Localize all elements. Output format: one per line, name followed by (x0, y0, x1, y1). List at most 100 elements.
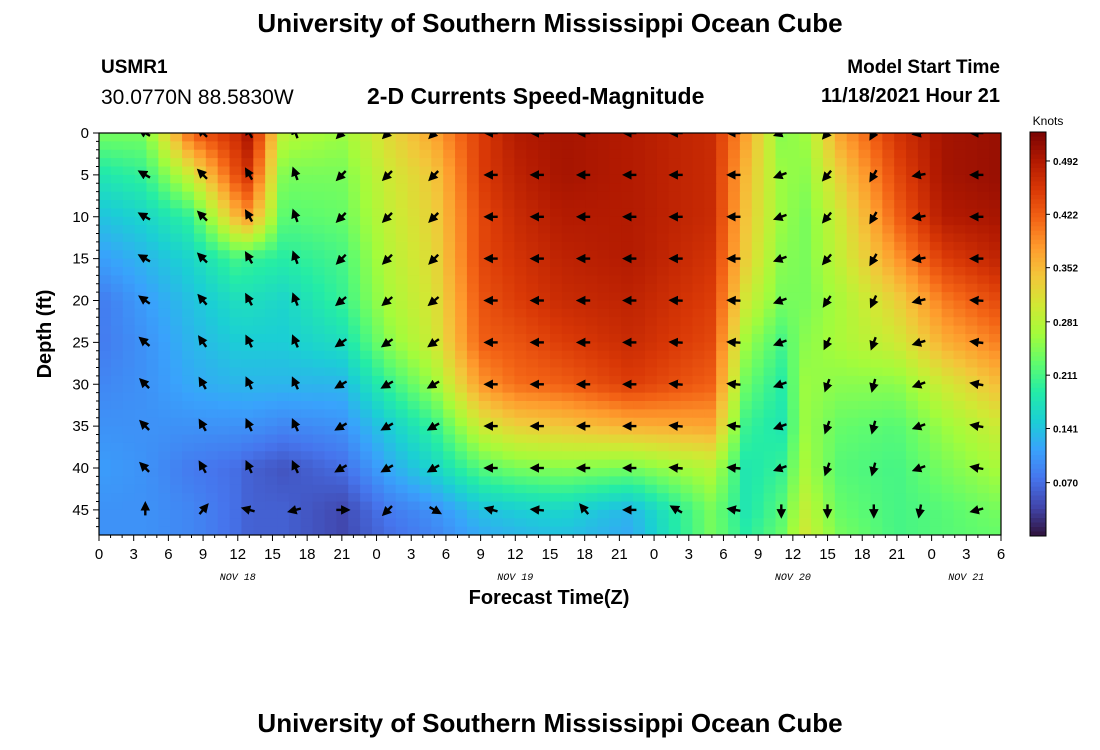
heat-cell (229, 267, 243, 276)
heat-cell (989, 509, 1001, 519)
heat-cell (312, 526, 326, 535)
heat-cell (312, 141, 326, 151)
heat-cell (526, 141, 539, 151)
heat-cell (526, 468, 539, 477)
heat-cell (253, 401, 266, 410)
heat-cell (977, 334, 990, 343)
heat-cell (99, 375, 112, 385)
heat-cell (692, 409, 705, 419)
heat-cell (229, 468, 243, 477)
heat-cell (193, 409, 207, 419)
heat-cell (763, 342, 777, 352)
current-arrow (138, 295, 151, 305)
heat-cell (229, 342, 243, 352)
heat-cell (977, 141, 990, 151)
current-arrow (381, 505, 393, 517)
heat-cell (704, 225, 717, 235)
heat-cell (621, 317, 634, 327)
heat-cell (205, 241, 219, 251)
heat-cell (704, 183, 717, 193)
heat-cell (146, 208, 159, 218)
heat-cell (466, 417, 480, 427)
heat-cell (680, 208, 694, 218)
heat-cell (288, 258, 302, 268)
heat-cell (110, 451, 124, 461)
heat-cell (253, 392, 266, 402)
heat-cell (419, 342, 432, 352)
heat-cell (538, 149, 551, 159)
heat-cell (906, 434, 919, 444)
heat-cell (99, 426, 112, 436)
heat-cell (917, 283, 931, 293)
heat-cell (419, 434, 432, 444)
heat-cell (561, 208, 575, 218)
heat-cell (704, 191, 717, 201)
heat-cell (751, 493, 765, 503)
heat-cell (383, 484, 397, 494)
heat-cell (621, 216, 634, 226)
heat-cell (514, 501, 527, 511)
colorbar-swatch (1030, 468, 1046, 474)
heat-cell (514, 174, 527, 184)
heat-cell (300, 375, 314, 385)
heat-cell (953, 468, 966, 477)
heat-cell (573, 233, 587, 243)
heat-cell (550, 509, 563, 519)
current-arrow (196, 210, 208, 222)
heat-cell (253, 191, 266, 201)
station-id: USMR1 (101, 57, 168, 78)
heat-cell (312, 317, 326, 327)
heat-cell (704, 300, 717, 310)
heat-cell (906, 392, 919, 402)
heat-cell (229, 233, 243, 243)
heat-cell (977, 317, 990, 327)
heat-cell (751, 250, 765, 260)
heat-cell (122, 317, 136, 327)
heat-cell (229, 434, 243, 444)
heat-cell (811, 501, 824, 511)
heat-cell (336, 267, 349, 276)
heat-cell (490, 283, 504, 293)
heat-cell (585, 158, 599, 168)
heat-cell (822, 191, 836, 201)
heat-cell (538, 375, 551, 385)
heat-cell (799, 183, 812, 193)
x-axis: 0 3 6 9 12 15 18 21 0 3 6 9 12 15 18 21 0 3 6 9 12 15 18 21 0 3 6N… (95, 535, 1005, 584)
heat-cell (455, 509, 468, 519)
heat-cell (419, 518, 432, 528)
heat-cell (360, 350, 373, 360)
heat-cell (538, 174, 551, 184)
colorbar-swatch (1030, 185, 1046, 191)
heat-cell (490, 493, 504, 503)
heat-cell (110, 384, 124, 394)
heat-cell (193, 308, 207, 318)
current-arrow (335, 133, 346, 140)
y-axis-label: Depth (ft) (34, 290, 56, 379)
heat-cell (502, 401, 515, 410)
heat-cell (870, 158, 883, 168)
heat-cell (395, 200, 409, 209)
heat-cell (360, 191, 373, 201)
heat-cell (502, 174, 515, 184)
heat-cell (846, 166, 860, 176)
heat-cell (621, 493, 634, 503)
current-arrow (244, 209, 254, 223)
heat-cell (526, 384, 539, 394)
heat-cell (455, 518, 468, 528)
heat-cell (644, 476, 658, 486)
heat-cell (870, 392, 883, 402)
heat-cell (478, 317, 492, 327)
heat-cell (455, 493, 468, 503)
heat-cell (858, 526, 872, 535)
heat-cell (383, 233, 397, 243)
heat-cell (182, 451, 195, 461)
heat-cell (763, 484, 777, 494)
heat-cell (609, 174, 622, 184)
heat-cell (597, 275, 610, 285)
heat-cell (110, 191, 124, 201)
heat-cell (371, 342, 385, 352)
heat-cell (977, 375, 990, 385)
heat-cell (182, 367, 195, 377)
heat-cell (799, 317, 812, 327)
colorbar-swatch (1030, 311, 1046, 317)
